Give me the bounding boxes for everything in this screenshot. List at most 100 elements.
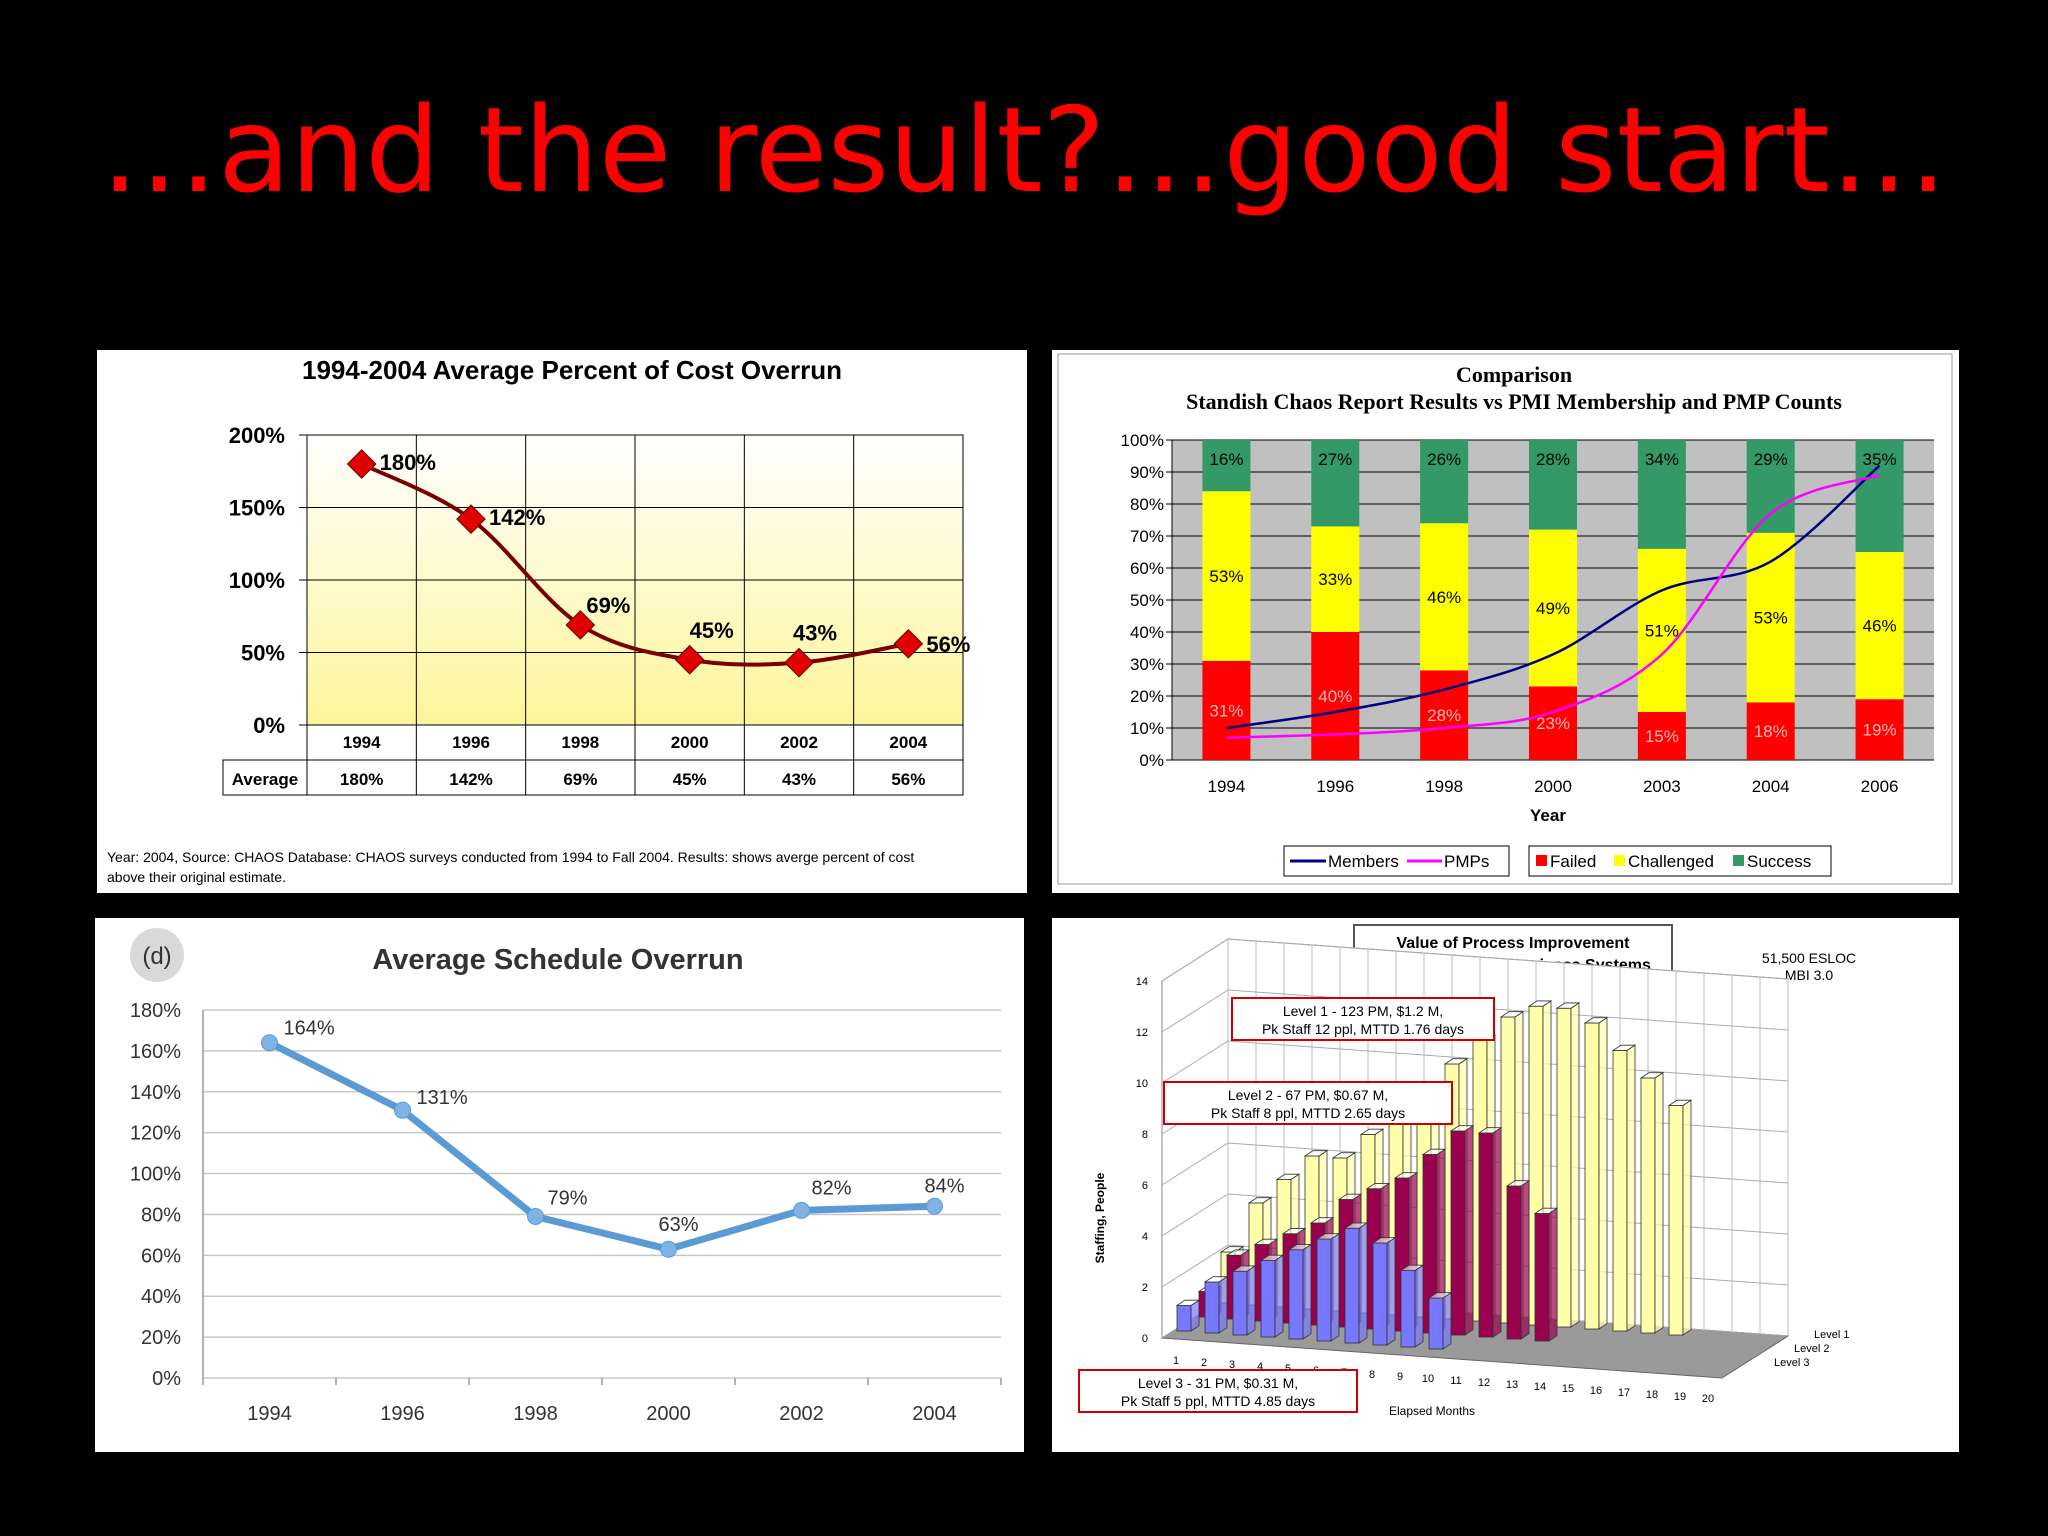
cost-overrun-data-label: 69% [586,593,630,618]
x-tick-label: 17 [1618,1387,1630,1399]
table-cell: 45% [673,770,707,789]
y-tick-label: 60% [141,1245,181,1267]
x-tick-label: 3 [1229,1359,1235,1371]
schedule-overrun-data-label: 63% [659,1214,699,1236]
y-tick-label: 100% [229,568,285,593]
bar-data-label: 31% [1209,701,1243,720]
spi-callout-2: Level 2 - 67 PM, $0.67 M, Pk Staff 8 ppl… [1163,1081,1453,1125]
x-tick-label: 20 [1702,1393,1714,1405]
table-cell: 180% [340,770,383,789]
y-tick-label: 80% [141,1204,181,1226]
y-tick-label: 150% [229,496,285,521]
bar-success [1420,440,1469,524]
standish-xlabel: Year [1530,806,1566,825]
bar-challenged [1202,491,1251,661]
x-tick-label: 19 [1674,1391,1686,1403]
schedule-overrun-point [394,1101,411,1119]
bar-level-3 [1204,1281,1220,1334]
y-tick-label: 70% [1130,527,1164,546]
bar-level-3 [1400,1270,1416,1348]
x-tick-label: 18 [1646,1389,1658,1401]
schedule-overrun-title: Average Schedule Overrun [372,944,743,976]
bar-data-label: 28% [1536,450,1570,469]
bar-success [1637,440,1686,549]
bar-data-label: 46% [1427,588,1461,607]
bar-data-label: 53% [1209,567,1243,586]
legend-challenged: Challenged [1628,852,1714,871]
y-tick-label: 0% [152,1368,181,1390]
bar-success [1529,440,1577,530]
svg-text:Pk Staff 8 ppl, MTTD 2.65 days: Pk Staff 8 ppl, MTTD 2.65 days [1211,1105,1405,1121]
y-tick-label: 100% [1121,431,1164,450]
x-tick-label: 2000 [1534,777,1572,796]
bar-failed [1855,699,1904,760]
x-tick-label: 1996 [452,733,490,752]
spi-callout-3: Level 3 - 31 PM, $0.31 M, Pk Staff 5 ppl… [1078,1369,1358,1413]
schedule-overrun-line [267,1039,935,1253]
bar-success [1746,440,1795,533]
bar-level-1 [1668,1105,1684,1336]
schedule-overrun-data-label: 84% [925,1175,965,1197]
slide-title: …and the result?…good start… [100,81,1948,219]
table-cell: 142% [449,770,492,789]
x-tick-label: 12 [1478,1377,1490,1389]
x-tick-label: 8 [1369,1369,1375,1381]
bar-data-label: 51% [1645,621,1679,640]
legend-failed: Failed [1550,852,1596,871]
cost-overrun-data-label: 45% [690,618,734,643]
x-tick-label: 1994 [247,1403,292,1425]
bar-level-2 [1450,1130,1466,1336]
cost-overrun-point [784,647,814,678]
bar-data-label: 40% [1318,687,1352,706]
table-cell: 69% [563,770,597,789]
x-tick-label: 2004 [1752,777,1790,796]
x-tick-label: 1 [1173,1355,1179,1367]
y-tick-label: 14 [1136,976,1148,988]
process-improvement-chart: Value of Process Improvement SEI Levels … [1052,918,1959,1452]
bar-data-label: 28% [1427,706,1461,725]
legend-pmps: PMPs [1444,852,1489,871]
x-tick-label: 4 [1257,1361,1263,1373]
cost-overrun-point [346,449,377,479]
y-tick-label: 20% [1130,687,1164,706]
y-tick-label: 50% [1130,591,1164,610]
standish-title-2: Standish Chaos Report Results vs PMI Mem… [1186,389,1842,414]
y-tick-label: 60% [1130,559,1164,578]
x-tick-label: 2000 [646,1403,691,1425]
bar-level-3 [1316,1238,1332,1342]
y-tick-label: 8 [1142,1129,1148,1141]
standish-title-1: Comparison [1456,362,1572,387]
cost-overrun-point [674,644,705,675]
bar-level-2 [1534,1213,1550,1342]
y-tick-label: 40% [141,1286,181,1308]
cost-overrun-footnote-2: above their original estimate. [107,869,286,885]
schedule-overrun-data-label: 82% [812,1177,852,1199]
bar-level-3 [1428,1297,1444,1350]
x-tick-label: 2006 [1861,777,1899,796]
x-tick-label: 1998 [561,733,599,752]
depth-label: Level 3 [1774,1357,1809,1369]
x-tick-label: 2002 [780,733,818,752]
bar-challenged [1311,526,1360,632]
x-tick-label: 14 [1534,1381,1546,1393]
x-tick-label: 2004 [889,733,927,752]
bar-level-2 [1506,1185,1522,1340]
schedule-overrun-point [527,1207,544,1225]
schedule-overrun-chart-svg: (d) Average Schedule Overrun 0% 20% 40% 60%… [130,928,1002,1425]
bar-level-3 [1372,1242,1388,1346]
bar-data-label: 33% [1318,570,1352,589]
bar-failed [1746,702,1795,760]
legend-success: Success [1747,852,1811,871]
x-tick-label: 1994 [343,733,381,752]
cost-overrun-data-label: 56% [926,632,970,657]
y-tick-label: 50% [241,641,285,666]
bar-data-label: 53% [1754,609,1788,628]
bar-failed [1637,712,1686,760]
bar-data-label: 35% [1863,450,1897,469]
cost-overrun-chart-svg: 1994-2004 Average Percent of Cost Overru… [107,355,970,885]
bar-level-1 [1556,1007,1572,1328]
bar-level-2 [1478,1132,1494,1338]
bar-data-label: 29% [1754,450,1788,469]
spi-callout-1: Level 1 - 123 PM, $1.2 M, Pk Staff 12 pp… [1231,997,1495,1041]
cost-overrun-data-label: 142% [489,505,545,530]
